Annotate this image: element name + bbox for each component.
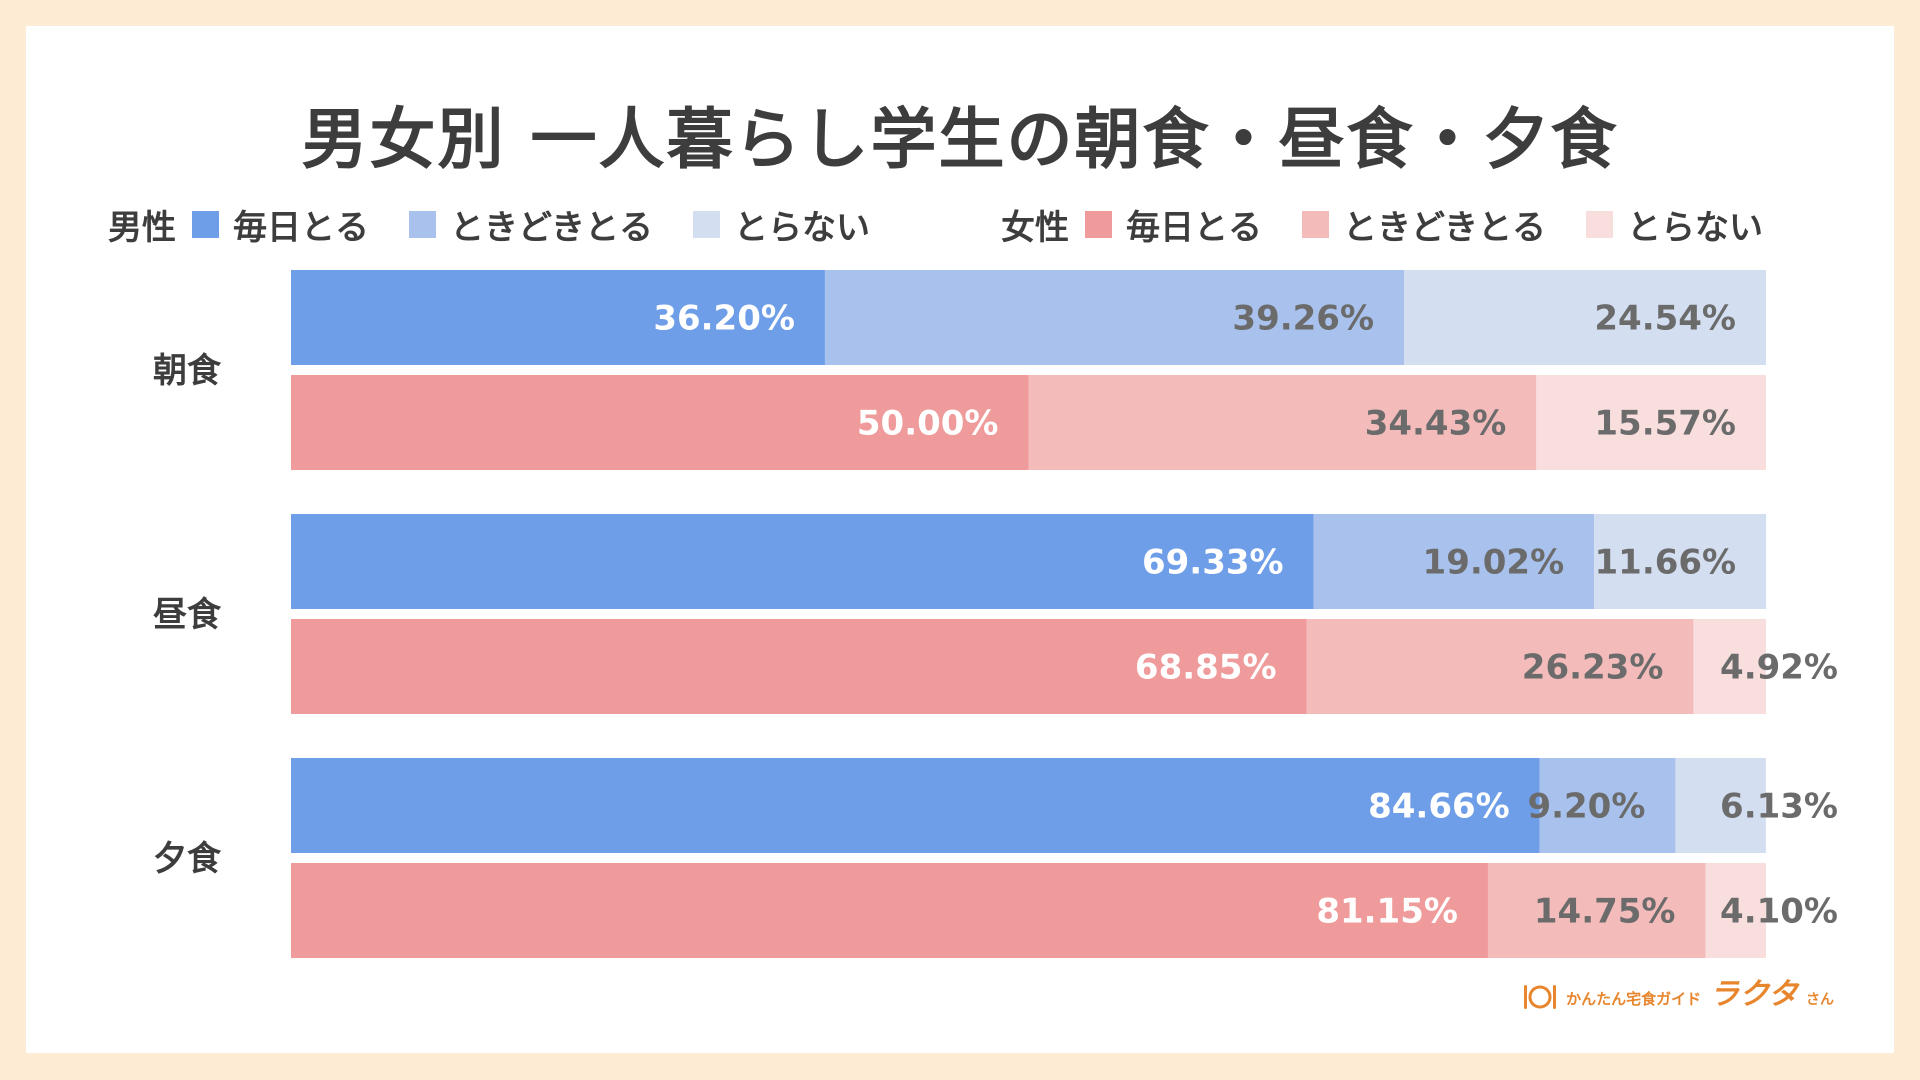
- data-label: 11.66%: [1595, 543, 1737, 583]
- data-label: 15.57%: [1594, 404, 1736, 444]
- bar-segment: [291, 270, 825, 365]
- data-label: 4.92%: [1720, 648, 1838, 688]
- stacked-bar-chart: 朝食 36.20% 39.26% 24.54% 50.00% 34.43% 15.57% 昼食…: [153, 270, 1838, 958]
- data-label: 36.20%: [653, 299, 795, 339]
- logo-name: ラクタ: [1709, 977, 1798, 1012]
- data-label: 14.75%: [1534, 892, 1676, 932]
- data-label: 9.20%: [1527, 787, 1645, 827]
- category-label: 夕食: [153, 839, 222, 879]
- category-label: 朝食: [153, 351, 222, 391]
- legend-male: 男性 毎日とる ときどきとる とらない: [108, 204, 870, 248]
- bar-segment: [291, 619, 1307, 714]
- data-label: 50.00%: [857, 404, 999, 444]
- legend-female: 女性 毎日とる ときどきとる とらない: [1001, 204, 1763, 248]
- data-label: 34.43%: [1365, 404, 1507, 444]
- chart-card: 男女別 一人暮らし学生の朝食・昼食・夕食 男性 毎日とる ときどきとる とらない…: [26, 26, 1894, 1053]
- legend-item-label: ときどきとる: [1343, 207, 1546, 248]
- legend-swatch: [1302, 210, 1329, 238]
- plate-cutlery-icon: [1524, 985, 1557, 1009]
- legend-male-item: とらない: [692, 200, 870, 249]
- legend-item-label: ときどきとる: [450, 207, 653, 248]
- legend-female-item: 毎日とる: [1085, 200, 1262, 249]
- bar-segment: [824, 270, 1405, 365]
- bar-segment: [291, 514, 1314, 609]
- data-label: 6.13%: [1720, 787, 1838, 827]
- brand-logo: かんたん宅食ガイド ラクタ さん: [1522, 969, 1834, 1013]
- data-label: 68.85%: [1135, 648, 1277, 688]
- legend-swatch: [1085, 210, 1112, 238]
- legend-female-item: とらない: [1585, 200, 1763, 249]
- legend-item-label: とらない: [733, 207, 870, 248]
- logo-suffix: さん: [1806, 992, 1834, 1008]
- data-label: 19.02%: [1423, 543, 1565, 583]
- data-label: 24.54%: [1594, 299, 1736, 339]
- legend-item-label: 毎日とる: [1126, 207, 1262, 248]
- category-label: 昼食: [153, 595, 222, 635]
- legend-swatch: [692, 210, 720, 238]
- bar-segment: [1028, 375, 1537, 470]
- data-label: 84.66%: [1368, 787, 1510, 827]
- chart-title: 男女別 一人暮らし学生の朝食・昼食・夕食: [301, 101, 1619, 178]
- bar-segment: [1539, 758, 1676, 853]
- bar-segment: [1693, 619, 1766, 714]
- bar-segment: [1306, 619, 1694, 714]
- legend-female-item: ときどきとる: [1302, 200, 1546, 249]
- bar-segment: [291, 375, 1029, 470]
- bar-segment: [1675, 758, 1766, 853]
- data-label: 69.33%: [1142, 543, 1284, 583]
- data-label: 81.15%: [1316, 892, 1458, 932]
- legend-item-label: 毎日とる: [233, 207, 369, 248]
- bar-segment: [1594, 514, 1767, 609]
- data-label: 39.26%: [1232, 299, 1374, 339]
- legend-male-label: 男性: [108, 207, 176, 248]
- legend-male-item: 毎日とる: [192, 200, 369, 249]
- legend-swatch: [1585, 210, 1613, 238]
- bar-segment: [291, 758, 1540, 853]
- data-label: 4.10%: [1720, 892, 1838, 932]
- bar-segment: [1536, 375, 1766, 470]
- bar-segment: [1313, 514, 1595, 609]
- bar-segment: [1705, 863, 1766, 958]
- data-label: 26.23%: [1522, 648, 1664, 688]
- legend-swatch: [409, 210, 436, 238]
- legend-item-label: とらない: [1626, 207, 1763, 248]
- legend-swatch: [192, 210, 219, 238]
- bar-segment: [1487, 863, 1706, 958]
- bar-segment: [1404, 270, 1766, 365]
- bar-segment: [291, 863, 1488, 958]
- legend-male-item: ときどきとる: [409, 200, 653, 249]
- logo-subtitle: かんたん宅食ガイド: [1566, 990, 1702, 1008]
- legend-female-label: 女性: [1001, 207, 1069, 248]
